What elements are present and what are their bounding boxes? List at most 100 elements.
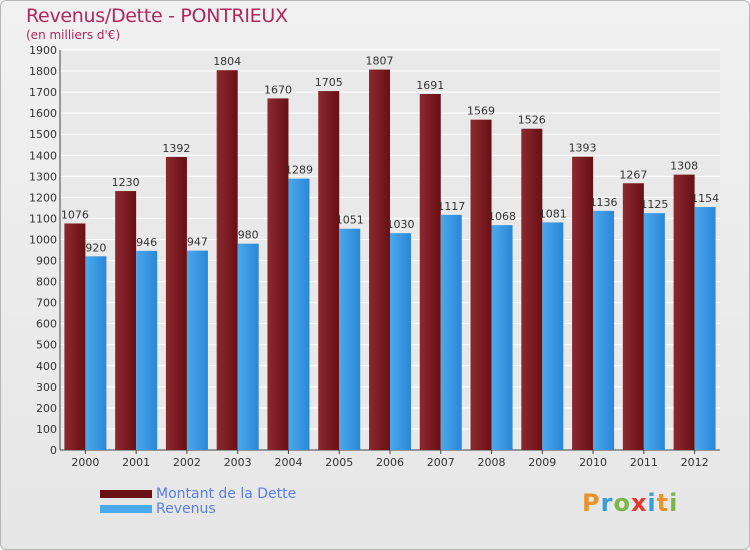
- y-tick-label: 0: [50, 444, 57, 457]
- logo-letter: t: [656, 489, 670, 517]
- bar-revenus: [694, 207, 716, 450]
- y-tick-label: 1600: [29, 107, 57, 120]
- bar-revenus: [440, 214, 462, 450]
- proxiti-logo: Proxiti: [582, 489, 678, 517]
- x-tick-label: 2006: [376, 456, 404, 469]
- y-tick-label: 1900: [29, 44, 57, 57]
- bar-revenus: [288, 178, 310, 450]
- y-tick-label: 400: [36, 360, 57, 373]
- data-label-revenus: 920: [85, 241, 106, 254]
- data-label-dette: 1392: [162, 142, 190, 155]
- legend-swatch-dette: [100, 489, 152, 498]
- y-tick-label: 500: [36, 339, 57, 352]
- data-label-revenus: 1125: [640, 198, 668, 211]
- data-label-revenus: 1154: [691, 192, 719, 205]
- bar-dette: [419, 94, 441, 450]
- data-label-revenus: 980: [238, 229, 259, 242]
- y-tick-label: 900: [36, 255, 57, 268]
- bar-dette: [521, 128, 543, 450]
- data-label-dette: 1230: [112, 176, 140, 189]
- y-tick-label: 1300: [29, 170, 57, 183]
- y-tick-label: 1500: [29, 128, 57, 141]
- data-label-revenus: 1051: [336, 214, 364, 227]
- chart-subtitle: (en milliers d'€): [26, 28, 121, 42]
- data-label-revenus: 1289: [285, 164, 313, 177]
- legend: Montant de la Dette Revenus: [100, 485, 297, 517]
- data-label-revenus: 1117: [437, 200, 465, 213]
- x-tick-label: 2002: [173, 456, 201, 469]
- data-label-dette: 1807: [366, 55, 394, 68]
- legend-item-revenus: Revenus: [100, 500, 296, 517]
- data-label-dette: 1804: [213, 55, 241, 68]
- y-tick-label: 1000: [29, 233, 57, 246]
- data-label-revenus: 1081: [539, 207, 567, 220]
- y-tick-label: 700: [36, 297, 57, 310]
- data-label-dette: 1691: [416, 79, 444, 92]
- logo-letter: P: [582, 489, 601, 517]
- bar-revenus: [593, 210, 615, 450]
- legend-label-revenus: Revenus: [156, 500, 216, 517]
- x-tick-label: 2005: [325, 456, 353, 469]
- y-tick-label: 300: [36, 381, 57, 394]
- bar-dette: [572, 156, 594, 450]
- legend-swatch-revenus: [100, 504, 152, 513]
- x-tick-label: 2001: [122, 456, 150, 469]
- bar-dette: [673, 174, 695, 450]
- bar-dette: [165, 156, 187, 450]
- bar-revenus: [237, 243, 259, 450]
- logo-letter: x: [630, 489, 648, 517]
- bar-dette: [622, 183, 644, 450]
- bar-dette: [216, 70, 238, 451]
- data-label-dette: 1526: [518, 114, 546, 127]
- bar-revenus: [491, 225, 513, 450]
- y-tick-label: 1700: [29, 86, 57, 99]
- y-tick-label: 1200: [29, 191, 57, 204]
- data-label-revenus: 946: [136, 236, 157, 249]
- logo-letter: o: [613, 489, 631, 517]
- bar-dette: [267, 98, 289, 450]
- legend-label-dette: Montant de la Dette: [156, 485, 297, 502]
- logo-letter: i: [669, 489, 679, 517]
- chart-title: Revenus/Dette - PONTRIEUX: [26, 5, 288, 27]
- y-tick-label: 1800: [29, 65, 57, 78]
- x-tick-label: 2000: [71, 456, 99, 469]
- data-label-dette: 1308: [670, 160, 698, 173]
- bar-revenus: [339, 228, 361, 450]
- x-tick-label: 2010: [579, 456, 607, 469]
- bar-dette: [369, 69, 390, 450]
- y-tick-label: 800: [36, 276, 57, 289]
- data-label-revenus: 1136: [590, 196, 618, 209]
- bar-revenus: [643, 213, 665, 450]
- y-tick-label: 100: [36, 423, 57, 436]
- y-tick-label: 200: [36, 402, 57, 415]
- x-tick-label: 2008: [478, 456, 506, 469]
- legend-item-dette: Montant de la Dette: [100, 485, 297, 502]
- bar-dette: [470, 119, 492, 451]
- bar-revenus: [186, 250, 208, 450]
- bar-dette: [318, 91, 340, 450]
- logo-letter: i: [647, 489, 657, 517]
- data-label-dette: 1076: [61, 208, 89, 221]
- data-label-revenus: 947: [187, 236, 208, 249]
- x-tick-label: 2011: [630, 456, 658, 469]
- bar-revenus: [390, 233, 411, 450]
- y-tick-label: 1400: [29, 149, 57, 162]
- data-label-revenus: 1030: [387, 218, 415, 231]
- data-label-dette: 1393: [569, 142, 597, 155]
- bar-revenus: [542, 222, 564, 450]
- bar-dette: [115, 191, 137, 451]
- x-tick-label: 2003: [224, 456, 252, 469]
- bar-revenus: [85, 256, 107, 450]
- bar-dette: [64, 223, 86, 450]
- bar-revenus: [136, 250, 158, 450]
- y-tick-label: 1100: [29, 212, 57, 225]
- y-tick-label: 600: [36, 318, 57, 331]
- logo-letter: r: [600, 489, 614, 517]
- data-label-dette: 1705: [315, 76, 343, 89]
- data-label-revenus: 1068: [488, 210, 516, 223]
- data-label-dette: 1267: [619, 168, 647, 181]
- data-label-dette: 1670: [264, 83, 292, 96]
- x-tick-label: 2009: [528, 456, 556, 469]
- x-tick-label: 2004: [274, 456, 302, 469]
